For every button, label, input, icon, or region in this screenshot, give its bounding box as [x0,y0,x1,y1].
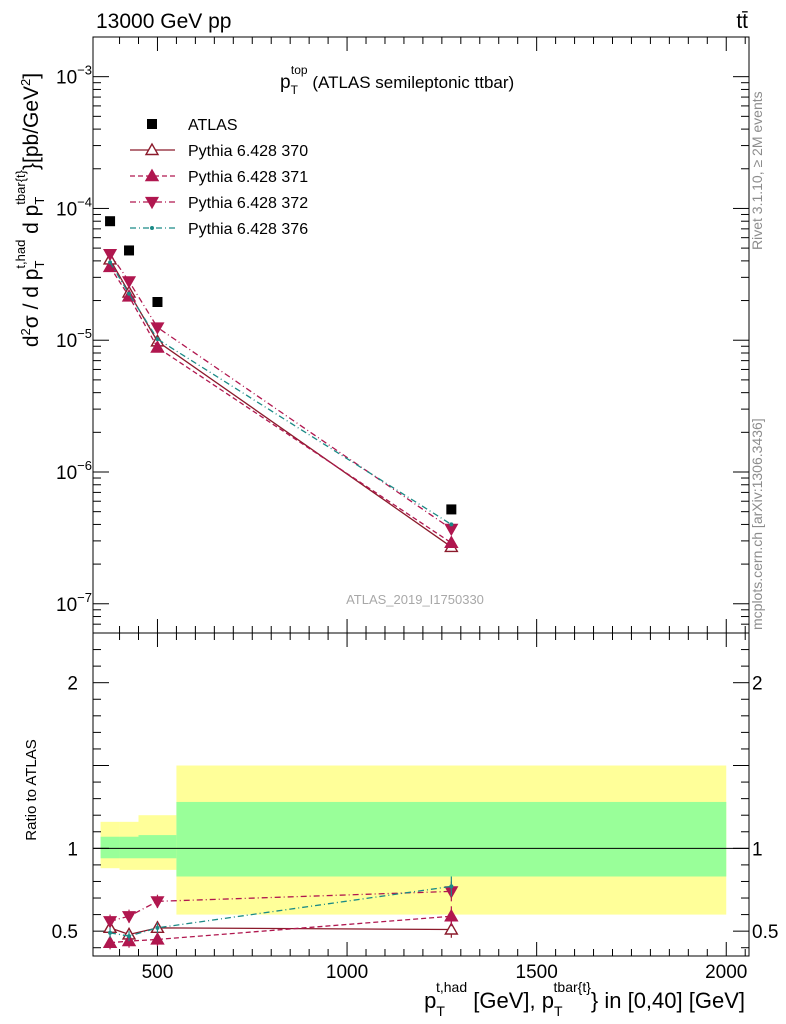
ratio-point [444,908,459,922]
title-sub: T [291,83,299,97]
y-axis-label-ratio: Ratio to ATLAS [23,739,40,840]
mc-curve [109,259,452,548]
plot-title: pTtop (ATLAS semileptonic ttbar) [280,63,514,97]
tick-base: 10 [56,199,77,220]
ratio-band-inner [138,835,177,859]
x-tick-label: 2000 [705,962,747,983]
y-axis-label-main: d2σ / d pTt,had d pTtbar{t}}[pb/GeV2] [13,73,47,347]
legend-label-atlas: ATLAS [188,117,238,134]
mc-point [155,337,160,342]
legend: ATLAS Pythia 6.428 370 Pythia 6.428 371 Pyt… [130,117,308,238]
ratio-point [102,935,118,948]
ratio-band-inner [119,836,139,859]
ratio-point [449,884,454,889]
title-rest: (ATLAS semileptonic ttbar) [308,73,515,92]
analysis-watermark: ATLAS_2019_I1750330 [346,592,484,607]
ratio-series [102,876,459,950]
ratio-band-inner [176,801,727,877]
tick-exponent: −4 [77,194,92,209]
mcplots-reference-label: mcplots.cern.ch [arXiv:1306.3436] [749,418,765,630]
tick-exponent: −5 [77,326,92,341]
legend-label: Pythia 6.428 370 [188,143,308,160]
y-tick-label-ratio: 2 [67,674,78,695]
y-tick-label-ratio-right: 2 [752,674,763,695]
y-tick-label-ratio: 1 [67,839,78,860]
ratio-band-inner [100,836,120,859]
mc-point [127,291,132,296]
mc-point [121,276,137,289]
ratio-point [103,916,118,929]
x-axis-label: pTt,had [GeV], pTtbar{t}} in [0,40] [GeV… [424,979,745,1019]
ratio-curve [110,915,452,944]
y-tick-label-main: 10−3 [56,63,92,89]
y-tick-label-main: 10−6 [56,458,92,484]
y-tick-label-main: 10−7 [56,590,92,616]
mc-point [150,340,165,353]
y-tick-label-ratio-right: 0.5 [752,922,778,943]
rivet-version-label: Rivet 3.1.10, ≥ 2M events [749,91,765,250]
ratio-curve [109,890,452,922]
tick-base: 10 [56,331,77,352]
ratio-point [155,925,160,930]
mc-curve [109,266,452,544]
legend-marker [144,168,160,182]
tick-base: 10 [56,463,77,484]
x-tick-label: 1000 [326,962,368,983]
header-right: tt̄ [736,10,748,33]
legend-label: Pythia 6.428 371 [188,169,308,186]
legend-marker [150,226,154,230]
legend-marker [144,142,160,156]
tick-exponent: −3 [77,63,92,78]
x-tick-label: 500 [142,962,174,983]
data-point [446,504,457,515]
mc-point [449,522,454,527]
ratio-point [150,932,165,945]
mc-point [150,322,165,335]
ratio-point [121,911,137,924]
legend-label: Pythia 6.428 376 [188,221,308,238]
ratio-plot-frame [92,632,750,957]
axis-ticks [93,36,749,956]
tick-exponent: −6 [77,458,92,473]
mc-point [103,249,118,262]
tick-base: 10 [56,595,77,616]
y-tick-label-ratio: 0.5 [52,922,78,943]
data-point [124,245,135,256]
legend-label: Pythia 6.428 372 [188,195,308,212]
title-sup: top [291,63,308,77]
ratio-curve [109,885,452,937]
data-point [105,216,116,227]
x-tick-label: 1500 [516,962,558,983]
ratio-point [127,934,132,939]
mc-curve [109,261,452,525]
mc-curve [109,253,452,530]
data-point [152,296,163,307]
ratio-point [444,922,459,935]
title-main: p [280,72,291,93]
ratio-curve [109,927,452,936]
y-tick-label-main: 10−5 [56,326,92,352]
main-series [102,216,459,553]
y-tick-label-main: 10−4 [56,194,92,220]
header-left: 13000 GeV pp [96,10,231,33]
mc-point [444,535,459,549]
tick-exponent: −7 [77,590,92,605]
ratio-point [150,896,165,909]
tick-base: 10 [56,68,77,89]
mc-point [108,260,113,265]
legend-marker [144,196,160,210]
y-tick-label-ratio-right: 1 [752,839,763,860]
ratio-point [108,930,113,935]
legend-marker-atlas [147,119,157,129]
